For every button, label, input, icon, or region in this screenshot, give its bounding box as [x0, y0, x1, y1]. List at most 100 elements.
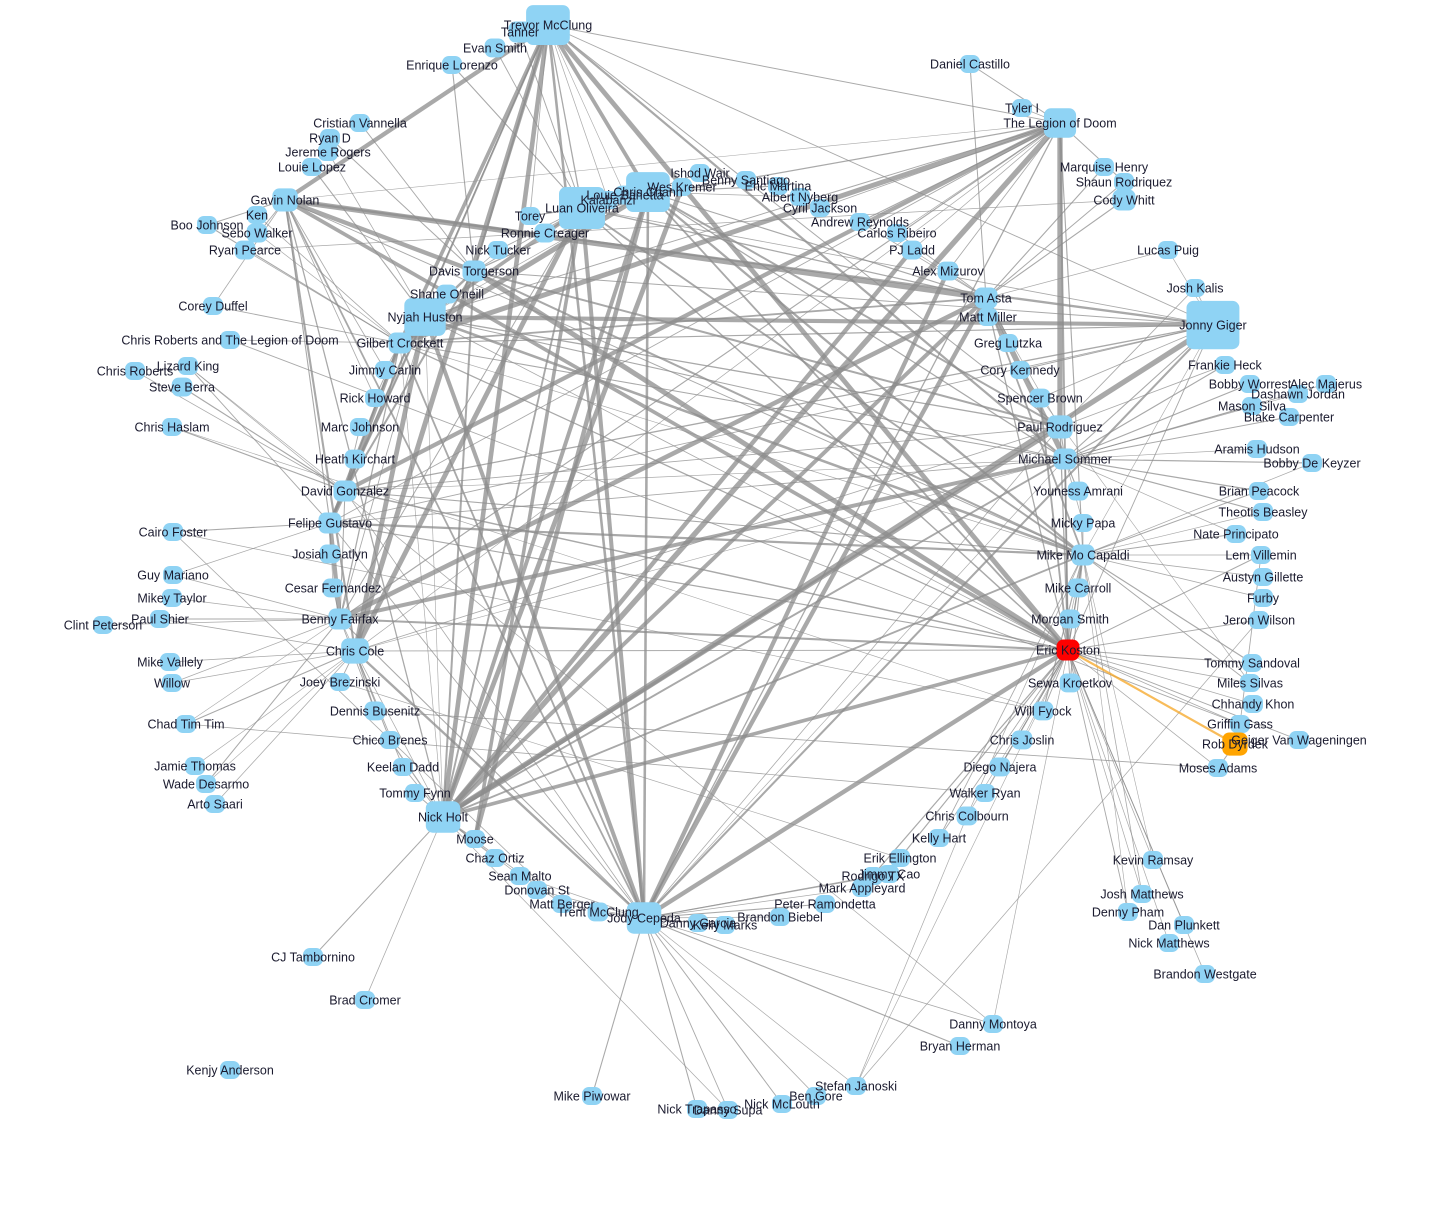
svg-text:Josh Matthews: Josh Matthews — [1100, 887, 1183, 901]
svg-text:Erik Ellington: Erik Ellington — [864, 851, 937, 865]
svg-text:Mike Mo Capaldi: Mike Mo Capaldi — [1036, 548, 1129, 562]
svg-text:Ken: Ken — [246, 208, 268, 222]
svg-text:Mike Carroll: Mike Carroll — [1045, 581, 1112, 595]
svg-text:Rick Howard: Rick Howard — [340, 391, 411, 405]
svg-text:Nick Holt: Nick Holt — [418, 810, 469, 824]
svg-text:Nyjah Huston: Nyjah Huston — [387, 310, 462, 324]
svg-text:Jereme Rogers: Jereme Rogers — [285, 145, 370, 159]
svg-text:The Legion of Doom: The Legion of Doom — [1003, 116, 1116, 130]
svg-text:Stefan Janoski: Stefan Janoski — [815, 1079, 897, 1093]
svg-text:Ryan Pearce: Ryan Pearce — [209, 243, 281, 257]
svg-text:Ishod Wair: Ishod Wair — [670, 166, 729, 180]
svg-text:Mike Piwowar: Mike Piwowar — [553, 1089, 630, 1103]
svg-text:Davis Torgerson: Davis Torgerson — [429, 264, 519, 278]
svg-text:Jeron Wilson: Jeron Wilson — [1223, 613, 1295, 627]
svg-text:Felipe Gustavo: Felipe Gustavo — [288, 516, 372, 530]
svg-text:Shane O'neill: Shane O'neill — [410, 287, 484, 301]
svg-text:Steve Berra: Steve Berra — [149, 380, 215, 394]
svg-text:Arto Saari: Arto Saari — [187, 797, 243, 811]
svg-text:Chris Cole: Chris Cole — [326, 644, 384, 658]
svg-text:Moose: Moose — [456, 832, 494, 846]
svg-text:Josh Kalis: Josh Kalis — [1167, 281, 1224, 295]
svg-text:Donovan St: Donovan St — [504, 883, 570, 897]
svg-text:Youness Amrani: Youness Amrani — [1033, 484, 1123, 498]
svg-text:Kevin Ramsay: Kevin Ramsay — [1113, 853, 1194, 867]
svg-text:Brian Peacock: Brian Peacock — [1219, 484, 1300, 498]
svg-text:Chico Brenes: Chico Brenes — [352, 733, 427, 747]
svg-text:David Gonzalez: David Gonzalez — [301, 484, 389, 498]
svg-text:Marc Johnson: Marc Johnson — [321, 420, 400, 434]
svg-text:Chhandy Khon: Chhandy Khon — [1212, 697, 1295, 711]
svg-text:Dennis Busenitz: Dennis Busenitz — [330, 704, 420, 718]
svg-text:Paul Rodriguez: Paul Rodriguez — [1017, 420, 1102, 434]
svg-text:Theotis Beasley: Theotis Beasley — [1219, 505, 1309, 519]
svg-text:Louie Lopez: Louie Lopez — [278, 160, 346, 174]
svg-text:Jonny Giger: Jonny Giger — [1179, 318, 1246, 332]
svg-text:Dan Plunkett: Dan Plunkett — [1148, 918, 1220, 932]
svg-text:Micky Papa: Micky Papa — [1051, 516, 1116, 530]
svg-text:Cristian Vannella: Cristian Vannella — [313, 116, 407, 130]
svg-text:Heath Kirchart: Heath Kirchart — [315, 452, 395, 466]
svg-text:Aramis Hudson: Aramis Hudson — [1214, 442, 1299, 456]
svg-text:Bryan Herman: Bryan Herman — [920, 1039, 1001, 1053]
svg-text:Chaz Ortiz: Chaz Ortiz — [465, 851, 524, 865]
svg-text:Nick Tucker: Nick Tucker — [465, 243, 530, 257]
svg-text:Shaun Rodriquez: Shaun Rodriquez — [1076, 175, 1173, 189]
svg-text:Ronnie Creager: Ronnie Creager — [501, 226, 589, 240]
svg-text:Walker Ryan: Walker Ryan — [949, 786, 1020, 800]
svg-text:Tyler I: Tyler I — [1005, 101, 1039, 115]
svg-text:Evan Smith: Evan Smith — [463, 41, 527, 55]
svg-text:Brandon Biebel: Brandon Biebel — [737, 910, 822, 924]
svg-text:Alex Mizurov: Alex Mizurov — [912, 264, 984, 278]
svg-text:Gavin Nolan: Gavin Nolan — [251, 193, 320, 207]
svg-text:Lem Villemin: Lem Villemin — [1225, 548, 1296, 562]
svg-text:Cory Kennedy: Cory Kennedy — [980, 363, 1060, 377]
svg-text:Griffin Gass: Griffin Gass — [1207, 717, 1273, 731]
svg-text:Alec Majerus: Alec Majerus — [1290, 377, 1362, 391]
svg-text:Denny Pham: Denny Pham — [1092, 905, 1164, 919]
svg-text:Sean Malto: Sean Malto — [488, 869, 551, 883]
svg-text:Wade Desarmo: Wade Desarmo — [163, 777, 249, 791]
svg-text:Benny Fairfax: Benny Fairfax — [301, 612, 379, 626]
svg-text:Chris Haslam: Chris Haslam — [134, 420, 209, 434]
svg-text:Cairo Foster: Cairo Foster — [139, 525, 208, 539]
svg-text:Gilbert Crockett: Gilbert Crockett — [357, 336, 444, 350]
svg-text:Danny Montoya: Danny Montoya — [949, 1017, 1037, 1031]
svg-text:Cody Whitt: Cody Whitt — [1093, 193, 1155, 207]
svg-text:Austyn Gillette: Austyn Gillette — [1223, 570, 1304, 584]
svg-text:Lizard King: Lizard King — [157, 359, 220, 373]
svg-text:Chris Colbourn: Chris Colbourn — [925, 809, 1008, 823]
svg-text:Tanner: Tanner — [501, 25, 539, 39]
svg-text:Chad Tim Tim: Chad Tim Tim — [147, 717, 224, 731]
svg-text:Eric Koston: Eric Koston — [1036, 643, 1100, 657]
svg-text:Matt Miller: Matt Miller — [959, 310, 1017, 324]
svg-text:Corey Duffel: Corey Duffel — [178, 299, 247, 313]
svg-text:Lucas Puig: Lucas Puig — [1137, 243, 1199, 257]
svg-text:Peter Ramondetta: Peter Ramondetta — [774, 897, 875, 911]
svg-text:CJ Tambornino: CJ Tambornino — [271, 950, 355, 964]
svg-text:Mike Vallely: Mike Vallely — [137, 655, 204, 669]
svg-text:Paul Shier: Paul Shier — [131, 612, 189, 626]
svg-text:Diego Najera: Diego Najera — [964, 760, 1037, 774]
svg-text:Kenjy Anderson: Kenjy Anderson — [186, 1063, 274, 1077]
svg-text:PJ Ladd: PJ Ladd — [889, 243, 935, 257]
svg-text:Will Fyock: Will Fyock — [1015, 704, 1073, 718]
svg-text:Guy Mariano: Guy Mariano — [137, 568, 209, 582]
svg-text:Joey Brezinski: Joey Brezinski — [300, 675, 381, 689]
svg-text:Chris Roberts and The Legion o: Chris Roberts and The Legion of Doom — [121, 333, 338, 347]
svg-text:Andrew Reynolds: Andrew Reynolds — [811, 215, 909, 229]
svg-text:Sebo Walker: Sebo Walker — [221, 226, 292, 240]
svg-text:Brandon Westgate: Brandon Westgate — [1153, 967, 1256, 981]
svg-text:Tom Asta: Tom Asta — [960, 291, 1011, 305]
svg-text:Morgan Smith: Morgan Smith — [1031, 612, 1109, 626]
svg-text:Marquise Henry: Marquise Henry — [1060, 160, 1149, 174]
svg-text:Mikey Taylor: Mikey Taylor — [137, 591, 206, 605]
svg-text:Nick Matthews: Nick Matthews — [1128, 936, 1209, 950]
svg-text:Blake Carpenter: Blake Carpenter — [1244, 410, 1334, 424]
svg-text:Enrique Lorenzo: Enrique Lorenzo — [406, 58, 498, 72]
svg-text:Miles Silvas: Miles Silvas — [1217, 676, 1283, 690]
svg-text:Greg Lutzka: Greg Lutzka — [974, 336, 1042, 350]
svg-text:Rob Dyrdek: Rob Dyrdek — [1202, 737, 1269, 751]
svg-text:Kelly Hart: Kelly Hart — [912, 831, 967, 845]
svg-text:Torey: Torey — [515, 209, 546, 223]
